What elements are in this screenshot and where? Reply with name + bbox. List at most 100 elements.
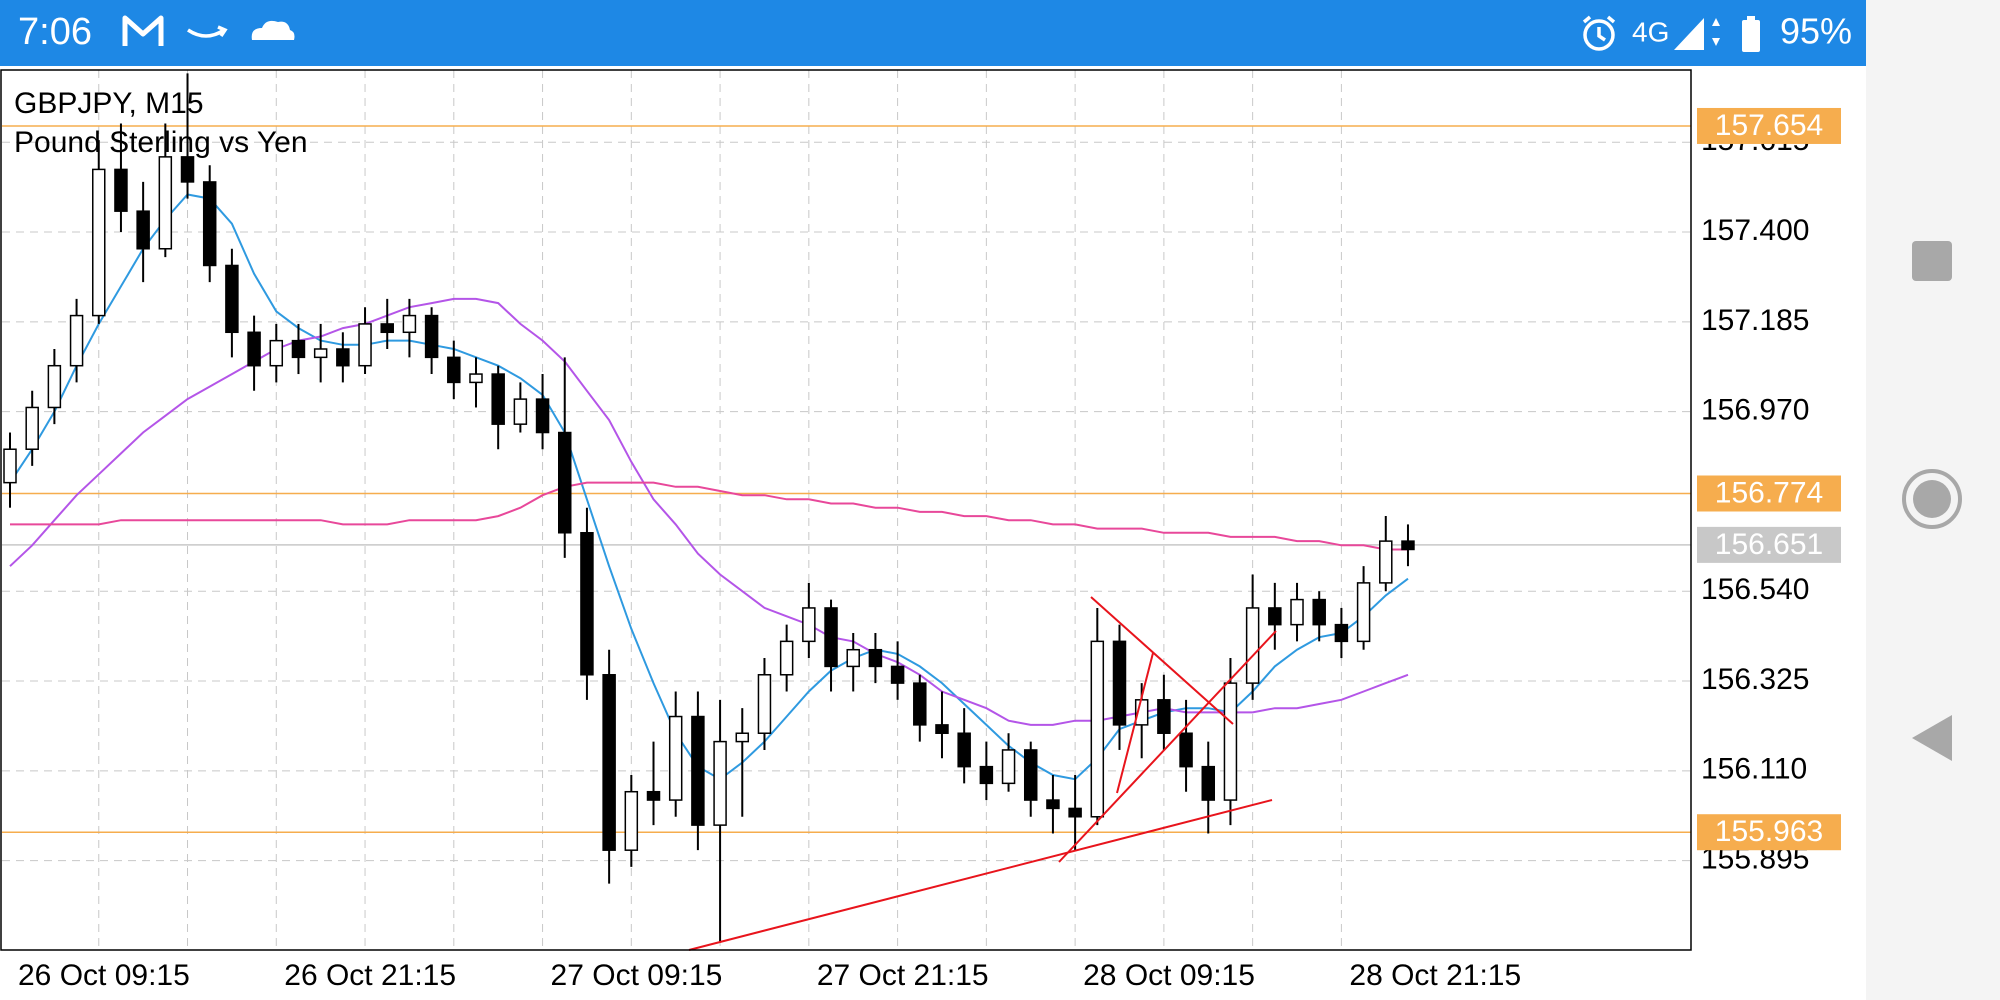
candle-body [3, 448, 17, 484]
gmail-icon [122, 15, 164, 46]
candle-body [1312, 598, 1326, 626]
y-tick-label: 156.970 [1701, 394, 1809, 427]
candle-body [1401, 540, 1415, 551]
candle-body [957, 732, 971, 768]
price-level-tag [1697, 526, 1841, 563]
candle-body [824, 607, 838, 668]
x-tick-label: 28 Oct 09:15 [1083, 959, 1255, 992]
home-dot [1913, 480, 1951, 518]
candle-body [25, 406, 39, 450]
data-arrows [1712, 18, 1720, 46]
grid-layer [2, 70, 1691, 950]
home-button[interactable] [1902, 469, 1962, 529]
candle-body [336, 348, 350, 367]
candle-body [890, 665, 905, 684]
price-level-label: 156.651 [1715, 528, 1823, 561]
candle-body [1201, 765, 1216, 801]
x-tick-label: 26 Oct 09:15 [18, 959, 190, 992]
moving-average [9, 297, 1409, 726]
candle-body [247, 331, 261, 367]
candle-body [447, 356, 461, 384]
x-tick-label: 26 Oct 21:15 [284, 959, 456, 992]
x-tick-label: 27 Oct 09:15 [551, 959, 723, 992]
candle-body [1090, 640, 1105, 818]
home-ring [1902, 469, 1962, 529]
candle-body [580, 532, 594, 676]
candle-body [1290, 598, 1304, 626]
back-button[interactable] [1912, 715, 1952, 761]
candle-body [1334, 623, 1349, 643]
y-tick-label: 157.400 [1701, 214, 1809, 247]
candle-body [180, 156, 195, 183]
amazon-icon [187, 25, 228, 38]
candle-layer [3, 73, 1415, 943]
chart-title: GBPJPY, M15 [14, 87, 204, 120]
candle-body [424, 314, 439, 359]
candle-body [1001, 749, 1016, 785]
status-bar [0, 0, 1866, 66]
candle-body [1046, 799, 1060, 810]
network-type: 4G [1632, 16, 1669, 47]
candle-body [202, 181, 217, 267]
candle-body [868, 648, 883, 668]
y-tick-label: 156.325 [1701, 663, 1809, 696]
trend-line [688, 799, 1273, 951]
candle-body [225, 264, 239, 334]
y-tick-label: 157.185 [1701, 304, 1809, 337]
candle-body [380, 323, 394, 334]
candle-body [535, 398, 550, 434]
price-level-label: 156.774 [1715, 476, 1823, 509]
y-tick-label: 156.110 [1701, 753, 1807, 786]
candle-body [1268, 607, 1282, 626]
candle-body [913, 682, 927, 726]
candle-body [491, 373, 505, 425]
signal-icon [1674, 18, 1704, 50]
candle-body [624, 790, 639, 851]
trend-line [1090, 596, 1234, 725]
candle-body [691, 715, 705, 826]
x-tick-label: 27 Oct 21:15 [817, 959, 989, 992]
candle-body [136, 210, 150, 250]
axis-layer: 157.615157.400157.185156.970156.540156.3… [18, 107, 1841, 992]
candle-body [935, 724, 949, 734]
trend-lines [688, 596, 1277, 951]
y-tick-label: 156.540 [1701, 573, 1809, 606]
candle-body [158, 156, 173, 250]
candle-body [1245, 607, 1260, 684]
candle-body [47, 364, 62, 409]
candle-body [713, 740, 727, 826]
trend-line [1058, 630, 1277, 863]
price-level-tag [1697, 814, 1841, 851]
cloud-icon [251, 20, 295, 40]
candle-body [1223, 682, 1238, 801]
candle-body [558, 431, 572, 534]
battery-level: 95% [1780, 11, 1852, 52]
alarm-icon [1582, 15, 1616, 51]
price-level-tag [1697, 107, 1841, 144]
candle-body [979, 765, 994, 785]
price-level-tag [1697, 475, 1841, 512]
candle-body [358, 323, 372, 367]
battery-icon [1742, 20, 1760, 52]
candle-body [291, 339, 306, 359]
moving-average [10, 481, 1408, 551]
candle-body [69, 314, 84, 367]
plot-frame [0, 69, 1692, 951]
candle-body [469, 373, 483, 384]
candle-body [1157, 699, 1171, 734]
candle-body [1379, 540, 1393, 584]
candle-body [92, 168, 106, 317]
recents-button[interactable] [1912, 241, 1952, 281]
candle-body [602, 674, 616, 851]
candle-body [735, 732, 750, 743]
trend-line [1116, 652, 1154, 794]
candle-body [1179, 732, 1193, 768]
candle-body [802, 607, 816, 643]
candle-body [1068, 807, 1082, 818]
price-level-label: 155.963 [1715, 815, 1823, 848]
candle-body [1023, 749, 1038, 801]
price-level-label: 157.654 [1715, 109, 1823, 142]
